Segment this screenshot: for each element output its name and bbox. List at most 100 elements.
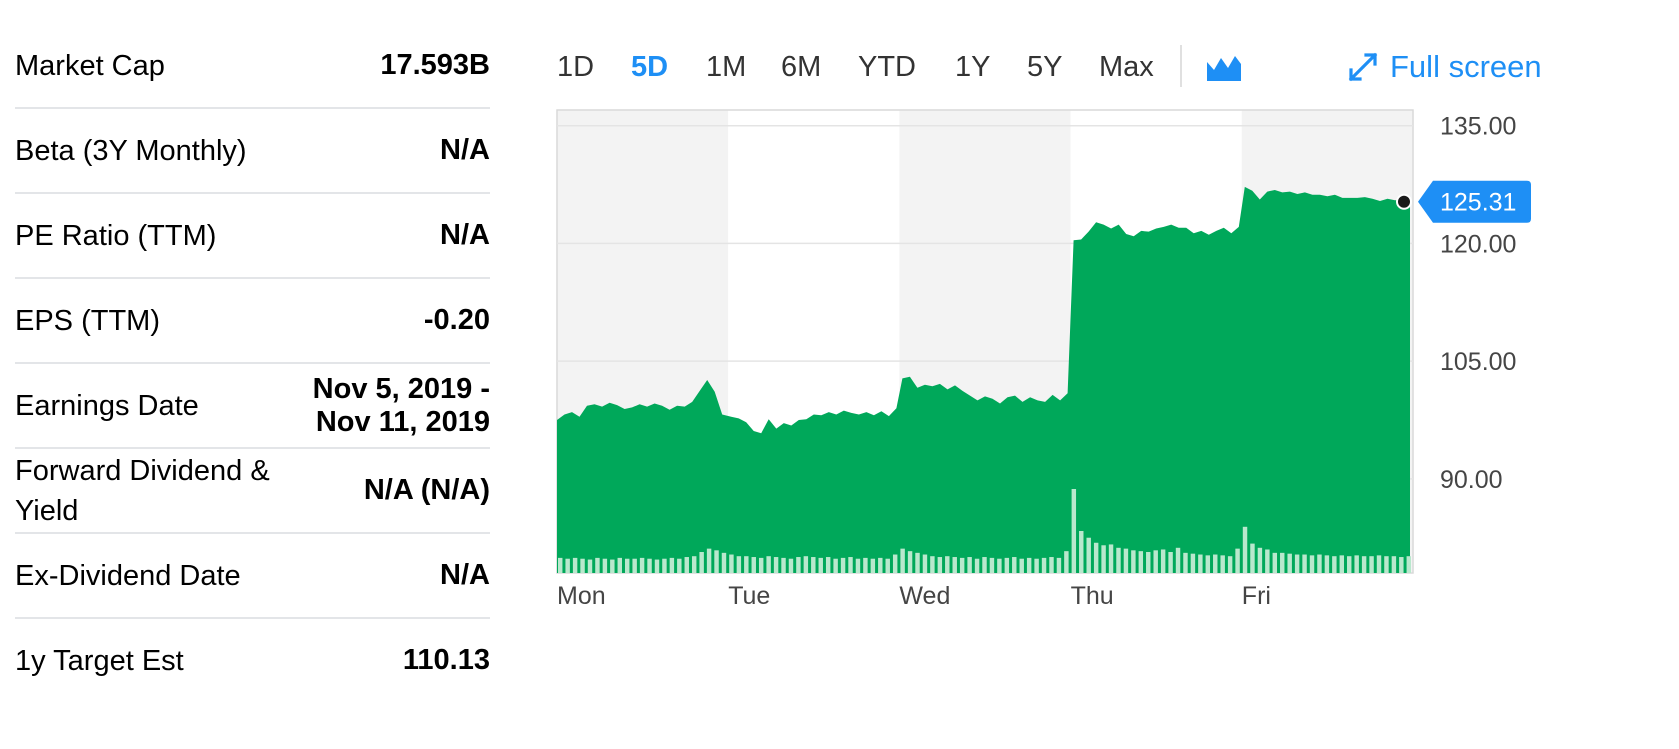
volume-bar xyxy=(1287,553,1292,573)
volume-bar xyxy=(863,557,868,573)
stat-label: Forward Dividend & Yield xyxy=(15,454,270,527)
volume-bar xyxy=(572,557,578,573)
mountain-chart-icon[interactable] xyxy=(1206,52,1242,82)
volume-bar xyxy=(624,558,630,573)
volume-bar xyxy=(878,557,883,573)
volume-bar xyxy=(1175,547,1181,573)
y-axis-ticks: 135.00 120.00 105.00 90.00 xyxy=(1440,113,1516,494)
volume-bar xyxy=(669,557,675,573)
stat-label: EPS (TTM) xyxy=(15,304,160,337)
y-tick-label: 120.00 xyxy=(1440,230,1516,258)
stat-label: Ex-Dividend Date xyxy=(15,559,241,592)
volume-bar xyxy=(1153,550,1158,573)
volume-bar xyxy=(825,557,831,573)
volume-bar xyxy=(892,554,898,573)
current-price-label: 125.31 xyxy=(1440,189,1516,217)
range-button-1d[interactable]: 1D xyxy=(557,51,595,83)
volume-bar xyxy=(565,558,570,573)
volume-bar xyxy=(959,557,965,573)
range-button-5y[interactable]: 5Y xyxy=(1027,51,1063,83)
volume-bar xyxy=(781,557,786,573)
range-button-max[interactable]: Max xyxy=(1099,51,1154,83)
range-button-1y[interactable]: 1Y xyxy=(955,51,991,83)
volume-bar xyxy=(818,557,823,573)
volume-bar xyxy=(1079,531,1084,573)
volume-bar xyxy=(855,558,861,573)
range-button-6m[interactable]: 6M xyxy=(781,51,822,83)
volume-bar xyxy=(1317,554,1322,573)
volume-bar xyxy=(1339,555,1345,573)
volume-bar xyxy=(803,556,809,573)
volume-bar xyxy=(1101,545,1106,573)
volume-bar xyxy=(1198,554,1203,573)
volume-bar xyxy=(900,548,905,573)
volume-bar xyxy=(1019,558,1024,573)
stat-value: -0.20 xyxy=(423,304,490,336)
volume-bar xyxy=(729,554,734,573)
x-tick-label: Wed xyxy=(899,582,950,610)
range-button-1m[interactable]: 1M xyxy=(706,51,747,83)
stat-value: N/A xyxy=(440,219,490,251)
volume-bar xyxy=(945,556,950,573)
volume-bar xyxy=(1205,555,1211,573)
volume-bar xyxy=(736,556,742,573)
stat-label: PE Ratio (TTM) xyxy=(15,219,217,252)
fullscreen-button[interactable]: Full screen xyxy=(1348,44,1542,90)
x-tick-label: Fri xyxy=(1242,582,1271,610)
volume-bar xyxy=(1116,547,1121,573)
volume-bar xyxy=(654,559,660,573)
volume-bar xyxy=(1086,537,1091,573)
y-tick-label: 135.00 xyxy=(1440,113,1516,141)
y-tick-label: 90.00 xyxy=(1440,466,1503,494)
range-button-5d[interactable]: 5D xyxy=(631,51,669,83)
volume-bar xyxy=(1160,549,1166,573)
stat-label: 1y Target Est xyxy=(15,644,184,677)
stat-row-ex-dividend: Ex-Dividend Date N/A xyxy=(15,534,490,619)
volume-bar xyxy=(691,556,697,573)
volume-bar xyxy=(1131,550,1136,573)
stat-row-beta: Beta (3Y Monthly) N/A xyxy=(15,109,490,194)
volume-bar xyxy=(706,548,712,573)
volume-bar xyxy=(885,558,890,573)
volume-bar xyxy=(595,557,600,573)
stat-row-target-est: 1y Target Est 110.13 xyxy=(15,619,490,702)
volume-bar xyxy=(699,552,704,573)
toolbar-divider xyxy=(1180,45,1182,87)
range-button-ytd[interactable]: YTD xyxy=(858,51,916,83)
volume-bar xyxy=(617,557,622,573)
stat-label: Earnings Date xyxy=(15,389,199,422)
volume-bar xyxy=(1049,557,1054,573)
volume-bar xyxy=(647,558,652,573)
volume-bar xyxy=(1376,555,1382,573)
volume-bar xyxy=(1384,556,1389,573)
volume-bar xyxy=(982,557,987,573)
volume-bar xyxy=(1280,552,1285,573)
volume-bar xyxy=(684,557,689,573)
volume-bar xyxy=(773,557,779,573)
volume-bar xyxy=(1041,557,1047,573)
volume-bar xyxy=(840,557,846,573)
price-badge-shape xyxy=(1418,180,1531,223)
volume-bar xyxy=(833,558,838,573)
x-tick-label: Thu xyxy=(1071,582,1114,610)
volume-bar xyxy=(610,559,615,573)
x-tick-label: Tue xyxy=(728,582,770,610)
volume-bar xyxy=(632,558,637,573)
volume-bar xyxy=(1071,489,1077,573)
volume-bar xyxy=(766,556,771,573)
volume-bar xyxy=(1108,544,1114,573)
volume-bar xyxy=(1406,556,1411,573)
stat-value: 110.13 xyxy=(402,644,490,676)
volume-bar xyxy=(1123,548,1129,573)
volume-bar xyxy=(1093,542,1099,573)
stat-value: 17.593B xyxy=(380,49,490,81)
volume-bar xyxy=(989,557,995,573)
volume-bar xyxy=(937,557,943,573)
volume-bar xyxy=(662,558,667,573)
stat-label: Market Cap xyxy=(15,49,165,82)
volume-bar xyxy=(1399,557,1404,573)
volume-bar xyxy=(1324,555,1330,573)
volume-bar xyxy=(744,556,749,573)
volume-bar xyxy=(997,558,1002,573)
